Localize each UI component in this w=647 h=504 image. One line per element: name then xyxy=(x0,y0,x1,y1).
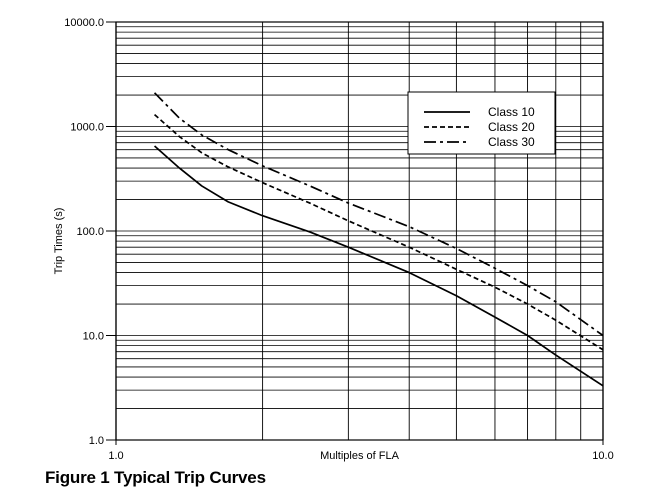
series-line-1 xyxy=(153,145,604,387)
axes xyxy=(106,21,604,445)
y-tick-label: 10.0 xyxy=(83,331,104,343)
legend-box xyxy=(407,91,556,155)
x-axis-label: Multiples of FLA xyxy=(320,450,400,462)
legend-label: Class 20 xyxy=(488,120,535,134)
y-tick-label: 1.0 xyxy=(89,435,104,447)
legend-label: Class 30 xyxy=(488,135,535,149)
tick-labels: 1.0 10.0 100.0 1000.0 10000.0 1.0 10.0 xyxy=(64,17,613,462)
x-tick-label: 10.0 xyxy=(592,450,613,462)
figure-caption: Figure 1 Typical Trip Curves xyxy=(45,468,266,487)
y-tick-label: 100.0 xyxy=(76,226,104,238)
grid xyxy=(115,21,604,441)
legend-label: Class 10 xyxy=(488,105,535,119)
series-lines xyxy=(153,92,604,387)
series-line-2 xyxy=(153,113,604,351)
x-tick-label: 1.0 xyxy=(108,450,123,462)
y-axis-label: Trip Times (s) xyxy=(53,208,65,275)
y-tick-label: 1000.0 xyxy=(70,122,104,134)
y-tick-label: 10000.0 xyxy=(64,17,104,29)
series-line-3 xyxy=(153,92,604,337)
